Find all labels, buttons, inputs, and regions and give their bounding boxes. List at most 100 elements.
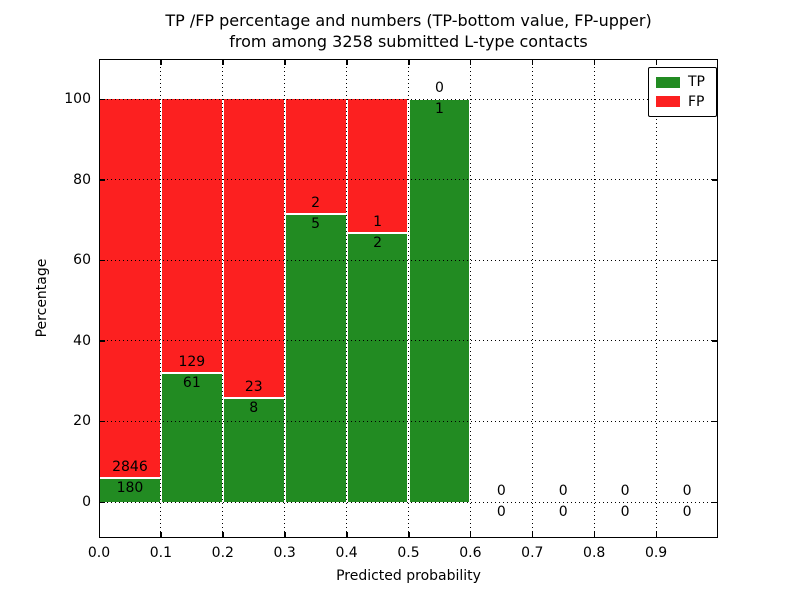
x-tick-label: 0.4 — [335, 545, 358, 561]
bar-value-label-fp: 129 — [178, 353, 206, 370]
legend: TP FP — [648, 67, 717, 117]
x-tick-label: 0.1 — [149, 545, 173, 561]
bar-segment-tp — [285, 215, 346, 502]
gridline — [408, 59, 409, 538]
chart-title: TP /FP percentage and numbers (TP-bottom… — [99, 10, 718, 52]
gridline — [99, 98, 718, 100]
x-tick-mark — [222, 59, 224, 65]
y-tick-label: 0 — [82, 494, 91, 510]
gridline — [99, 259, 718, 261]
bar-value-label-fp: 23 — [244, 379, 263, 395]
legend-entry-fp: FP — [656, 95, 716, 109]
x-tick-label: 0.6 — [459, 545, 482, 561]
x-tick-mark — [222, 532, 224, 538]
y-tick-mark — [99, 179, 105, 181]
y-tick-mark — [99, 259, 105, 262]
bar-value-label-tp: 5 — [311, 216, 321, 233]
fp-color-swatch — [656, 96, 680, 108]
gridline — [99, 420, 718, 422]
gridline — [469, 59, 471, 538]
x-tick-label: 0.5 — [397, 545, 420, 561]
y-tick-mark — [712, 340, 718, 342]
x-tick-mark — [408, 59, 410, 65]
y-tick-mark — [712, 259, 718, 262]
y-tick-label: 20 — [73, 413, 91, 430]
x-tick-label: 0.3 — [273, 545, 296, 561]
x-tick-mark — [593, 532, 596, 538]
y-tick-mark — [712, 501, 718, 503]
bar-segment-fp — [100, 99, 160, 478]
chart-title-line1: TP /FP percentage and numbers (TP-bottom… — [165, 11, 652, 30]
legend-entry-tp: TP — [656, 75, 716, 89]
gridline — [346, 59, 348, 538]
bar-segment-fp — [347, 99, 408, 233]
bar-value-label-fp: 0 — [620, 483, 630, 499]
x-tick-mark — [593, 59, 596, 65]
y-tick-mark — [99, 340, 105, 342]
chart-title-line2: from among 3258 submitted L-type contact… — [229, 32, 588, 51]
bar-value-label-tp: 1 — [434, 101, 444, 117]
x-tick-label: 0.9 — [644, 545, 668, 561]
tp-color-swatch — [656, 76, 680, 88]
y-tick-mark — [99, 98, 105, 100]
x-tick-mark — [346, 532, 348, 538]
bar-value-label-tp: 0 — [620, 504, 630, 520]
bar-value-label-fp: 0 — [558, 483, 568, 499]
bar-segment-fp — [223, 99, 284, 397]
gridline — [284, 59, 286, 538]
gridline — [593, 59, 595, 538]
gridline — [531, 59, 533, 538]
y-tick-label: 80 — [73, 171, 91, 188]
bar-value-label-tp: 180 — [116, 480, 144, 497]
y-tick-label: 40 — [73, 332, 91, 349]
x-tick-mark — [655, 59, 658, 65]
gridline — [655, 59, 657, 538]
bar-value-label-fp: 0 — [682, 483, 692, 499]
bar-value-label-fp: 0 — [434, 80, 444, 96]
plot-frame — [99, 59, 718, 538]
gridline — [99, 340, 718, 342]
x-tick-mark — [531, 59, 534, 65]
gridline — [99, 179, 718, 181]
gridline — [99, 501, 718, 503]
x-tick-mark — [469, 532, 472, 538]
x-tick-mark — [655, 532, 658, 538]
bar-value-label-tp: 0 — [682, 504, 692, 520]
bar-segment-fp — [285, 99, 346, 214]
y-tick-mark — [99, 420, 105, 423]
bar-value-label-tp: 2 — [373, 235, 383, 252]
legend-label-fp: FP — [688, 93, 705, 110]
y-tick-mark — [712, 179, 718, 181]
x-tick-mark — [531, 532, 534, 538]
bar-value-label-fp: 2846 — [112, 459, 148, 476]
bar-segment-tp — [347, 234, 408, 502]
bar-segment-fp — [161, 99, 222, 372]
x-tick-mark — [284, 59, 286, 65]
x-tick-label: 0.2 — [211, 545, 234, 561]
legend-label-tp: TP — [688, 74, 705, 91]
y-tick-mark — [712, 420, 718, 423]
y-tick-label: 100 — [64, 91, 91, 107]
x-tick-mark — [160, 532, 162, 538]
bar-value-label-fp: 0 — [496, 483, 506, 499]
x-tick-mark — [160, 59, 162, 65]
x-tick-label: 0.0 — [87, 545, 111, 561]
gridline — [160, 59, 162, 538]
x-tick-label: 0.7 — [521, 545, 544, 561]
bar-value-label-tp: 8 — [249, 400, 259, 416]
x-tick-mark — [284, 532, 286, 538]
bar-segment-tp — [409, 100, 470, 502]
bar-segment-tp — [161, 373, 222, 502]
y-tick-mark — [99, 501, 105, 503]
bar-value-label-tp: 0 — [558, 504, 568, 520]
bar-value-label-tp: 61 — [182, 374, 201, 391]
bar-value-label-tp: 0 — [496, 504, 506, 520]
y-axis-label: Percentage — [34, 258, 50, 338]
bar-value-label-fp: 1 — [373, 214, 383, 231]
y-tick-label: 60 — [73, 252, 91, 269]
x-tick-label: 0.8 — [583, 545, 606, 561]
x-axis-label: Predicted probability — [336, 568, 481, 584]
x-tick-mark — [408, 532, 410, 538]
